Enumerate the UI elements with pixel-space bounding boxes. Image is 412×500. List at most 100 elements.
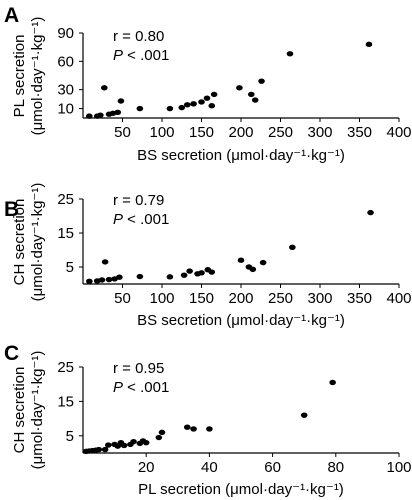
y-axis-label-line2: (μmol·day⁻¹·kg⁻¹) [29, 351, 46, 470]
x-tick-label: 150 [189, 124, 214, 141]
y-tick-label: 90 [57, 25, 74, 42]
x-tick-label: 400 [386, 290, 411, 307]
data-point [329, 379, 336, 386]
x-tick-label: 350 [347, 290, 372, 307]
data-point [158, 429, 166, 436]
y-axis-label-line1: CH secretion [11, 199, 28, 286]
data-point [136, 273, 144, 280]
y-tick-label: 15 [57, 225, 74, 242]
data-point [180, 272, 188, 278]
y-axis-label-line1: PL secretion [11, 35, 28, 118]
x-axis-label: BS secretion (μmol·day⁻¹·kg⁻¹) [137, 312, 345, 329]
data-point [286, 51, 294, 57]
x-tick-label: 60 [264, 459, 281, 476]
x-tick-label: 350 [347, 124, 372, 141]
data-point [130, 438, 137, 445]
y-axis-label-line2: (μmol·day⁻¹·kg⁻¹) [29, 183, 46, 302]
x-tick-label: 100 [386, 459, 411, 476]
data-point [95, 446, 103, 453]
x-tick-label: 40 [201, 459, 218, 476]
x-axis-label: BS secretion (μmol·day⁻¹·kg⁻¹) [137, 147, 345, 164]
data-point [236, 85, 243, 91]
y-tick-label: 10 [57, 101, 74, 118]
stats-p-value: < .001 [123, 47, 169, 64]
data-point [104, 442, 112, 448]
stats-r: r = 0.95 [113, 360, 164, 377]
data-point [98, 277, 106, 283]
data-point [86, 113, 93, 119]
stats-p-symbol: P [113, 47, 123, 64]
data-point [117, 98, 125, 104]
data-point [190, 101, 197, 107]
x-tick-label: 150 [189, 290, 214, 307]
y-tick-label: 5 [66, 428, 74, 445]
stats-p: P < .001 [113, 47, 169, 64]
data-point [208, 103, 216, 109]
data-point [208, 269, 216, 275]
data-point [105, 276, 113, 283]
stats-p-symbol: P [113, 379, 123, 396]
x-tick-label: 100 [149, 124, 174, 141]
y-tick-label: 25 [57, 191, 74, 208]
stats-p-symbol: P [113, 211, 123, 228]
data-point [178, 104, 186, 111]
data-point [101, 259, 109, 265]
data-point [249, 266, 257, 273]
stats-p-value: < .001 [123, 211, 169, 228]
data-point [101, 446, 109, 453]
x-tick-label: 50 [114, 124, 131, 141]
panel-label: C [4, 342, 19, 365]
data-point [206, 426, 213, 432]
data-point [367, 209, 374, 216]
x-tick-label: 300 [307, 124, 332, 141]
data-point [155, 434, 163, 441]
data-point [186, 268, 193, 274]
data-point [210, 91, 218, 98]
y-axis-label-line1: CH secretion [11, 367, 28, 454]
data-point [365, 41, 373, 48]
data-point [120, 442, 128, 449]
data-point [203, 95, 211, 101]
stats-r: r = 0.79 [113, 192, 164, 209]
data-point [136, 105, 144, 112]
data-point [251, 97, 259, 103]
y-axis-label: CH secretion (μmol·day⁻¹·kg⁻¹) [11, 351, 46, 470]
data-point [198, 99, 205, 105]
x-tick-label: 20 [138, 459, 155, 476]
data-point [183, 102, 191, 108]
data-point [259, 259, 267, 266]
data-point [289, 244, 296, 250]
x-tick-label: 250 [268, 290, 293, 307]
panel-label: A [4, 4, 19, 27]
y-tick-label: 60 [57, 53, 74, 70]
y-tick-label: 25 [57, 359, 74, 376]
data-point [198, 270, 205, 276]
data-point [258, 78, 265, 84]
stats-r: r = 0.80 [113, 28, 164, 45]
x-tick-label: 50 [114, 290, 131, 307]
stats-p-value: < .001 [123, 379, 169, 396]
data-point [183, 424, 191, 430]
data-point [247, 91, 255, 98]
x-tick-label: 100 [149, 290, 174, 307]
stats-p: P < .001 [113, 379, 169, 396]
y-axis-label-line2: (μmol·day⁻¹·kg⁻¹) [29, 17, 46, 136]
stats-p: P < .001 [113, 211, 169, 228]
x-tick-label: 200 [228, 124, 253, 141]
data-point [116, 274, 123, 280]
data-point [86, 278, 93, 284]
y-tick-label: 15 [57, 393, 74, 410]
y-tick-label: 30 [57, 82, 74, 99]
data-point [237, 257, 245, 263]
data-point [101, 85, 108, 91]
y-axis-label: PL secretion (μmol·day⁻¹·kg⁻¹) [11, 17, 46, 136]
x-tick-label: 400 [386, 124, 411, 141]
x-tick-label: 300 [307, 290, 332, 307]
panel-label: B [4, 198, 19, 221]
y-axis-label: CH secretion (μmol·day⁻¹·kg⁻¹) [11, 183, 46, 302]
x-tick-label: 250 [268, 124, 293, 141]
data-point [97, 112, 104, 118]
y-tick-label: 5 [66, 259, 74, 276]
data-point [166, 105, 174, 112]
